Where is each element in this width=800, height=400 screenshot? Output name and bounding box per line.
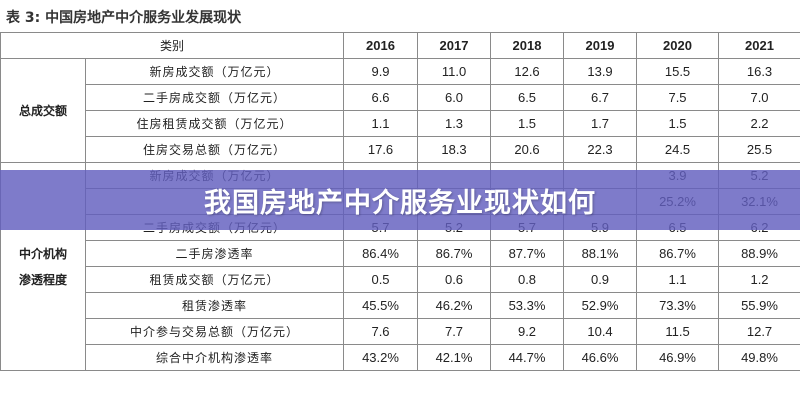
- table-cell: 73.3%: [636, 292, 720, 319]
- year-header: 2017: [417, 32, 492, 59]
- table-cell: 25.5: [718, 136, 800, 163]
- table-cell: 86.7%: [636, 240, 720, 267]
- banner-title: 我国房地产中介服务业现状如何: [204, 187, 596, 219]
- table-cell: 1.3: [417, 110, 492, 137]
- table-cell: 6.7: [563, 84, 638, 111]
- year-header: 2018: [490, 32, 565, 59]
- group-label-line: 中介机构: [18, 246, 67, 261]
- table-cell: 7.5: [636, 84, 720, 111]
- table-cell: 15.5: [636, 58, 720, 85]
- table-cell: 12.6: [490, 58, 565, 85]
- table-cell: 16.3: [718, 58, 800, 85]
- row-label: 二手房成交额（万亿元）: [84, 84, 345, 111]
- table-cell: 1.1: [636, 266, 720, 293]
- title-banner: 我国房地产中介服务业现状如何: [0, 170, 800, 230]
- group-label-line: 总成交额: [18, 103, 67, 118]
- table-row: 住房交易总额（万亿元） 17.6 18.3 20.6 22.3 24.5 25.5: [1, 136, 800, 163]
- table-cell: 11.5: [636, 318, 720, 345]
- table-cell: 46.2%: [417, 292, 492, 319]
- table-cell: 0.5: [343, 266, 419, 293]
- type-header: 类别: [0, 32, 345, 59]
- table-row: 二手房渗透率 86.4% 86.7% 87.7% 88.1% 86.7% 88.9%: [1, 240, 800, 267]
- table-cell: 88.1%: [563, 240, 638, 267]
- table-cell: 9.2: [490, 318, 565, 345]
- table-row: 住房租赁成交额（万亿元） 1.1 1.3 1.5 1.7 1.5 2.2: [1, 110, 800, 137]
- table-row: 综合中介机构渗透率 43.2% 42.1% 44.7% 46.6% 46.9% 49.8%: [1, 344, 800, 371]
- year-header: 2019: [563, 32, 638, 59]
- table-cell: 1.2: [718, 266, 800, 293]
- row-label: 住房交易总额（万亿元）: [84, 136, 345, 163]
- table-cell: 7.0: [718, 84, 800, 111]
- table-row: 租赁成交额（万亿元） 0.5 0.6 0.8 0.9 1.1 1.2: [1, 266, 800, 293]
- table-cell: 0.6: [417, 266, 492, 293]
- table-cell: 86.7%: [417, 240, 492, 267]
- row-label: 中介参与交易总额（万亿元）: [84, 318, 345, 345]
- table-cell: 2.2: [718, 110, 800, 137]
- row-label: 租赁成交额（万亿元）: [84, 266, 345, 293]
- table-cell: 17.6: [343, 136, 419, 163]
- row-label: 租赁渗透率: [84, 292, 345, 319]
- table-cell: 46.9%: [636, 344, 720, 371]
- table-cell: 55.9%: [718, 292, 800, 319]
- table-cell: 10.4: [563, 318, 638, 345]
- table-cell: 46.6%: [563, 344, 638, 371]
- table-cell: 24.5: [636, 136, 720, 163]
- table-row: 中介参与交易总额（万亿元） 7.6 7.7 9.2 10.4 11.5 12.7: [1, 318, 800, 345]
- table-cell: 11.0: [417, 58, 492, 85]
- table-cell: 52.9%: [563, 292, 638, 319]
- table-cell: 43.2%: [343, 344, 419, 371]
- table-cell: 1.5: [490, 110, 565, 137]
- table-cell: 42.1%: [417, 344, 492, 371]
- table-cell: 22.3: [563, 136, 638, 163]
- table-cell: 9.9: [343, 58, 419, 85]
- table-cell: 1.5: [636, 110, 720, 137]
- year-header: 2021: [718, 32, 800, 59]
- table-cell: 44.7%: [490, 344, 565, 371]
- year-header: 2020: [636, 32, 720, 59]
- table-cell: 0.8: [490, 266, 565, 293]
- row-label: 综合中介机构渗透率: [84, 344, 345, 371]
- table-cell: 6.0: [417, 84, 492, 111]
- table-cell: 6.6: [343, 84, 419, 111]
- table-cell: 53.3%: [490, 292, 565, 319]
- row-label: 二手房渗透率: [84, 240, 345, 267]
- table-caption: 表 3: 中国房地产中介服务业发展现状: [6, 10, 242, 26]
- table-cell: 6.5: [490, 84, 565, 111]
- table-cell: 49.8%: [718, 344, 800, 371]
- table-cell: 87.7%: [490, 240, 565, 267]
- header-row: 类别 2016 2017 2018 2019 2020 2021: [0, 32, 800, 59]
- group-label: 总成交额: [0, 58, 86, 163]
- table-row: 租赁渗透率 45.5% 46.2% 53.3% 52.9% 73.3% 55.9%: [1, 292, 800, 319]
- table-cell: 13.9: [563, 58, 638, 85]
- table-row: 二手房成交额（万亿元） 6.6 6.0 6.5 6.7 7.5 7.0: [1, 84, 800, 111]
- table-row: 总成交额 新房成交额（万亿元） 9.9 11.0 12.6 13.9 15.5 16.3: [0, 58, 800, 163]
- table-cell: 12.7: [718, 318, 800, 345]
- table-cell: 20.6: [490, 136, 565, 163]
- table-cell: 7.7: [417, 318, 492, 345]
- table-cell: 0.9: [563, 266, 638, 293]
- table-cell: 18.3: [417, 136, 492, 163]
- table-cell: 1.1: [343, 110, 419, 137]
- year-header: 2016: [343, 32, 419, 59]
- row-label: 住房租赁成交额（万亿元）: [84, 110, 345, 137]
- group-label-line: 渗透程度: [18, 272, 67, 287]
- table-cell: 86.4%: [343, 240, 419, 267]
- table-cell: 1.7: [563, 110, 638, 137]
- table-cell: 88.9%: [718, 240, 800, 267]
- table-cell: 7.6: [343, 318, 419, 345]
- table-cell: 45.5%: [343, 292, 419, 319]
- row-label: 新房成交额（万亿元）: [84, 58, 345, 85]
